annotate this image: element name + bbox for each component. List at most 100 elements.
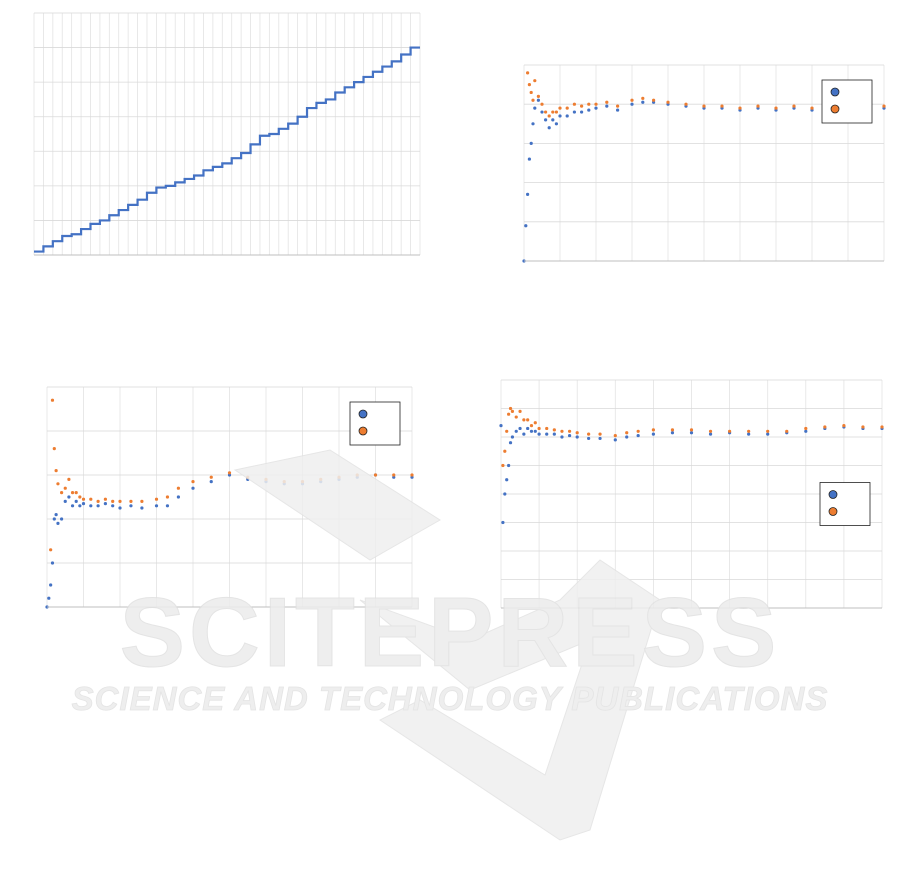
data-point — [616, 108, 620, 112]
data-line — [34, 46, 420, 253]
data-point — [616, 104, 620, 108]
legend-box — [821, 79, 873, 124]
data-point — [209, 475, 213, 479]
data-point — [499, 424, 503, 428]
legend-box — [349, 401, 401, 446]
data-point — [129, 499, 133, 503]
data-point — [560, 429, 564, 433]
data-point — [50, 561, 55, 565]
data-point — [605, 104, 609, 108]
legend-marker — [830, 104, 840, 114]
data-point — [560, 435, 564, 439]
data-point — [522, 432, 526, 436]
data-point — [545, 432, 549, 436]
data-point — [56, 482, 60, 486]
data-point — [630, 102, 634, 106]
data-point — [580, 104, 584, 108]
data-point — [503, 492, 507, 496]
data-point — [572, 110, 577, 114]
data-point — [531, 98, 535, 102]
data-point — [165, 504, 170, 508]
data-point — [587, 432, 591, 436]
data-point — [60, 491, 64, 495]
data-point — [522, 418, 526, 422]
data-point — [70, 491, 75, 495]
data-point — [552, 428, 556, 432]
data-point — [594, 102, 598, 106]
data-point — [191, 486, 195, 490]
chart — [522, 64, 886, 263]
data-point — [373, 473, 378, 477]
data-point — [74, 491, 78, 495]
data-point — [52, 517, 56, 521]
data-point — [96, 499, 100, 503]
data-point — [670, 431, 675, 435]
data-point — [738, 106, 742, 110]
data-point — [508, 406, 513, 411]
data-point — [804, 426, 808, 431]
data-point — [529, 429, 534, 433]
data-point — [544, 118, 548, 122]
data-point — [176, 486, 180, 490]
data-point — [118, 506, 122, 510]
chart — [499, 379, 884, 609]
data-point — [70, 504, 75, 508]
data-point — [103, 502, 107, 506]
data-point — [613, 433, 617, 438]
data-point — [518, 426, 522, 431]
data-point — [507, 412, 511, 416]
data-point — [111, 499, 115, 503]
data-point — [575, 435, 579, 439]
data-point — [503, 449, 507, 453]
data-point — [47, 596, 51, 600]
data-point — [81, 502, 86, 506]
data-point — [689, 431, 694, 435]
data-point — [558, 106, 562, 110]
chart — [45, 386, 414, 609]
data-point — [227, 473, 232, 477]
data-point — [89, 504, 93, 508]
data-point — [505, 429, 509, 433]
data-point — [67, 495, 71, 499]
data-point — [651, 432, 656, 436]
data-point — [526, 71, 530, 75]
data-point — [547, 114, 551, 118]
data-point — [636, 433, 640, 438]
data-point — [594, 106, 598, 110]
data-point — [165, 495, 170, 499]
data-point — [54, 513, 58, 517]
data-point — [554, 122, 559, 126]
data-point — [52, 447, 56, 451]
data-point — [154, 504, 159, 508]
data-point — [529, 90, 533, 95]
data-point — [81, 497, 86, 501]
data-point — [529, 424, 534, 428]
data-point — [392, 475, 396, 479]
data-point — [524, 224, 528, 228]
data-point — [89, 497, 93, 501]
data-point — [540, 110, 544, 114]
data-point — [728, 429, 732, 433]
data-point — [708, 432, 713, 436]
data-point — [565, 114, 569, 118]
data-point — [636, 429, 640, 433]
watermark-subtitle: SCIENCE AND TECHNOLOGY PUBLICATIONS — [72, 680, 829, 717]
data-point — [129, 504, 133, 508]
data-point — [154, 497, 159, 501]
data-point — [756, 104, 760, 108]
data-point — [823, 425, 827, 429]
charts — [33, 12, 886, 609]
legend-marker — [358, 409, 368, 419]
data-point — [670, 428, 675, 432]
data-point — [410, 475, 414, 479]
legend-marker — [358, 426, 368, 436]
data-point — [526, 418, 530, 422]
data-point — [804, 429, 808, 433]
data-point — [209, 480, 213, 484]
data-point — [702, 104, 706, 108]
data-point — [501, 463, 505, 468]
data-point — [56, 521, 60, 526]
data-point — [505, 478, 509, 482]
data-point — [74, 499, 78, 503]
